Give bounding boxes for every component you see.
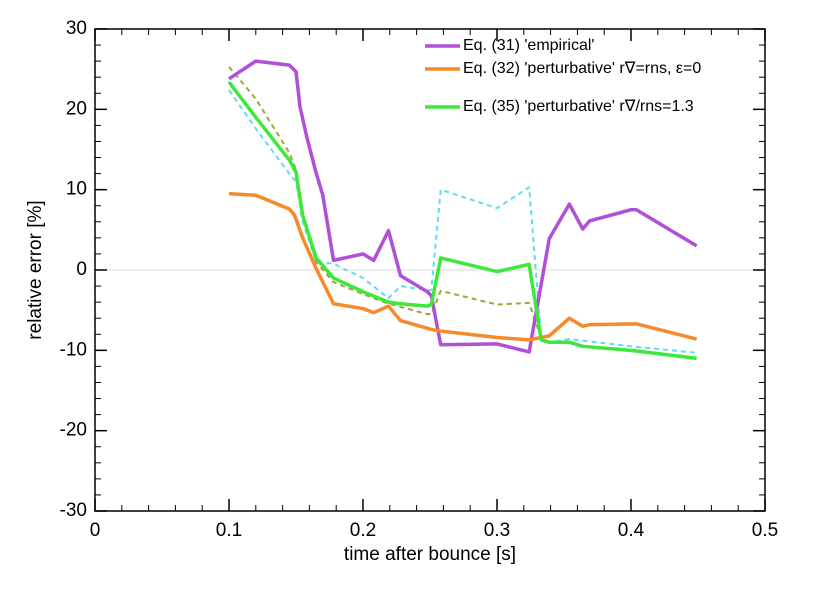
legend-label: Eq. (35) 'perturbative' r∇/rns=1.3 — [463, 98, 694, 115]
dashed-line — [228, 89, 697, 354]
x-tick-label: 0.5 — [752, 520, 778, 541]
y-axis-label: relative error [%] — [25, 200, 46, 339]
dashed-line — [228, 66, 550, 344]
legend-label: Eq. (31) 'empirical' — [463, 37, 594, 54]
y-tick-label: 20 — [66, 98, 87, 119]
y-tick-label: -30 — [60, 500, 87, 521]
legend-label: Eq. (32) 'perturbative' r∇=rns, ε=0 — [463, 60, 701, 77]
line — [228, 59, 698, 354]
x-tick-label: 0.1 — [216, 520, 242, 541]
y-tick-label: -10 — [60, 339, 87, 360]
x-axis-label: time after bounce [s] — [344, 544, 516, 565]
x-tick-label: 0.3 — [484, 520, 510, 541]
x-tick-label: 0 — [90, 520, 101, 541]
line — [227, 80, 697, 361]
x-tick-label: 0.2 — [350, 520, 376, 541]
y-tick-label: 0 — [76, 259, 87, 280]
line — [228, 191, 698, 342]
y-tick-label: 30 — [66, 18, 87, 39]
y-tick-label: -20 — [60, 420, 87, 441]
x-tick-label: 0.4 — [618, 520, 645, 541]
y-tick-label: 10 — [66, 179, 87, 200]
